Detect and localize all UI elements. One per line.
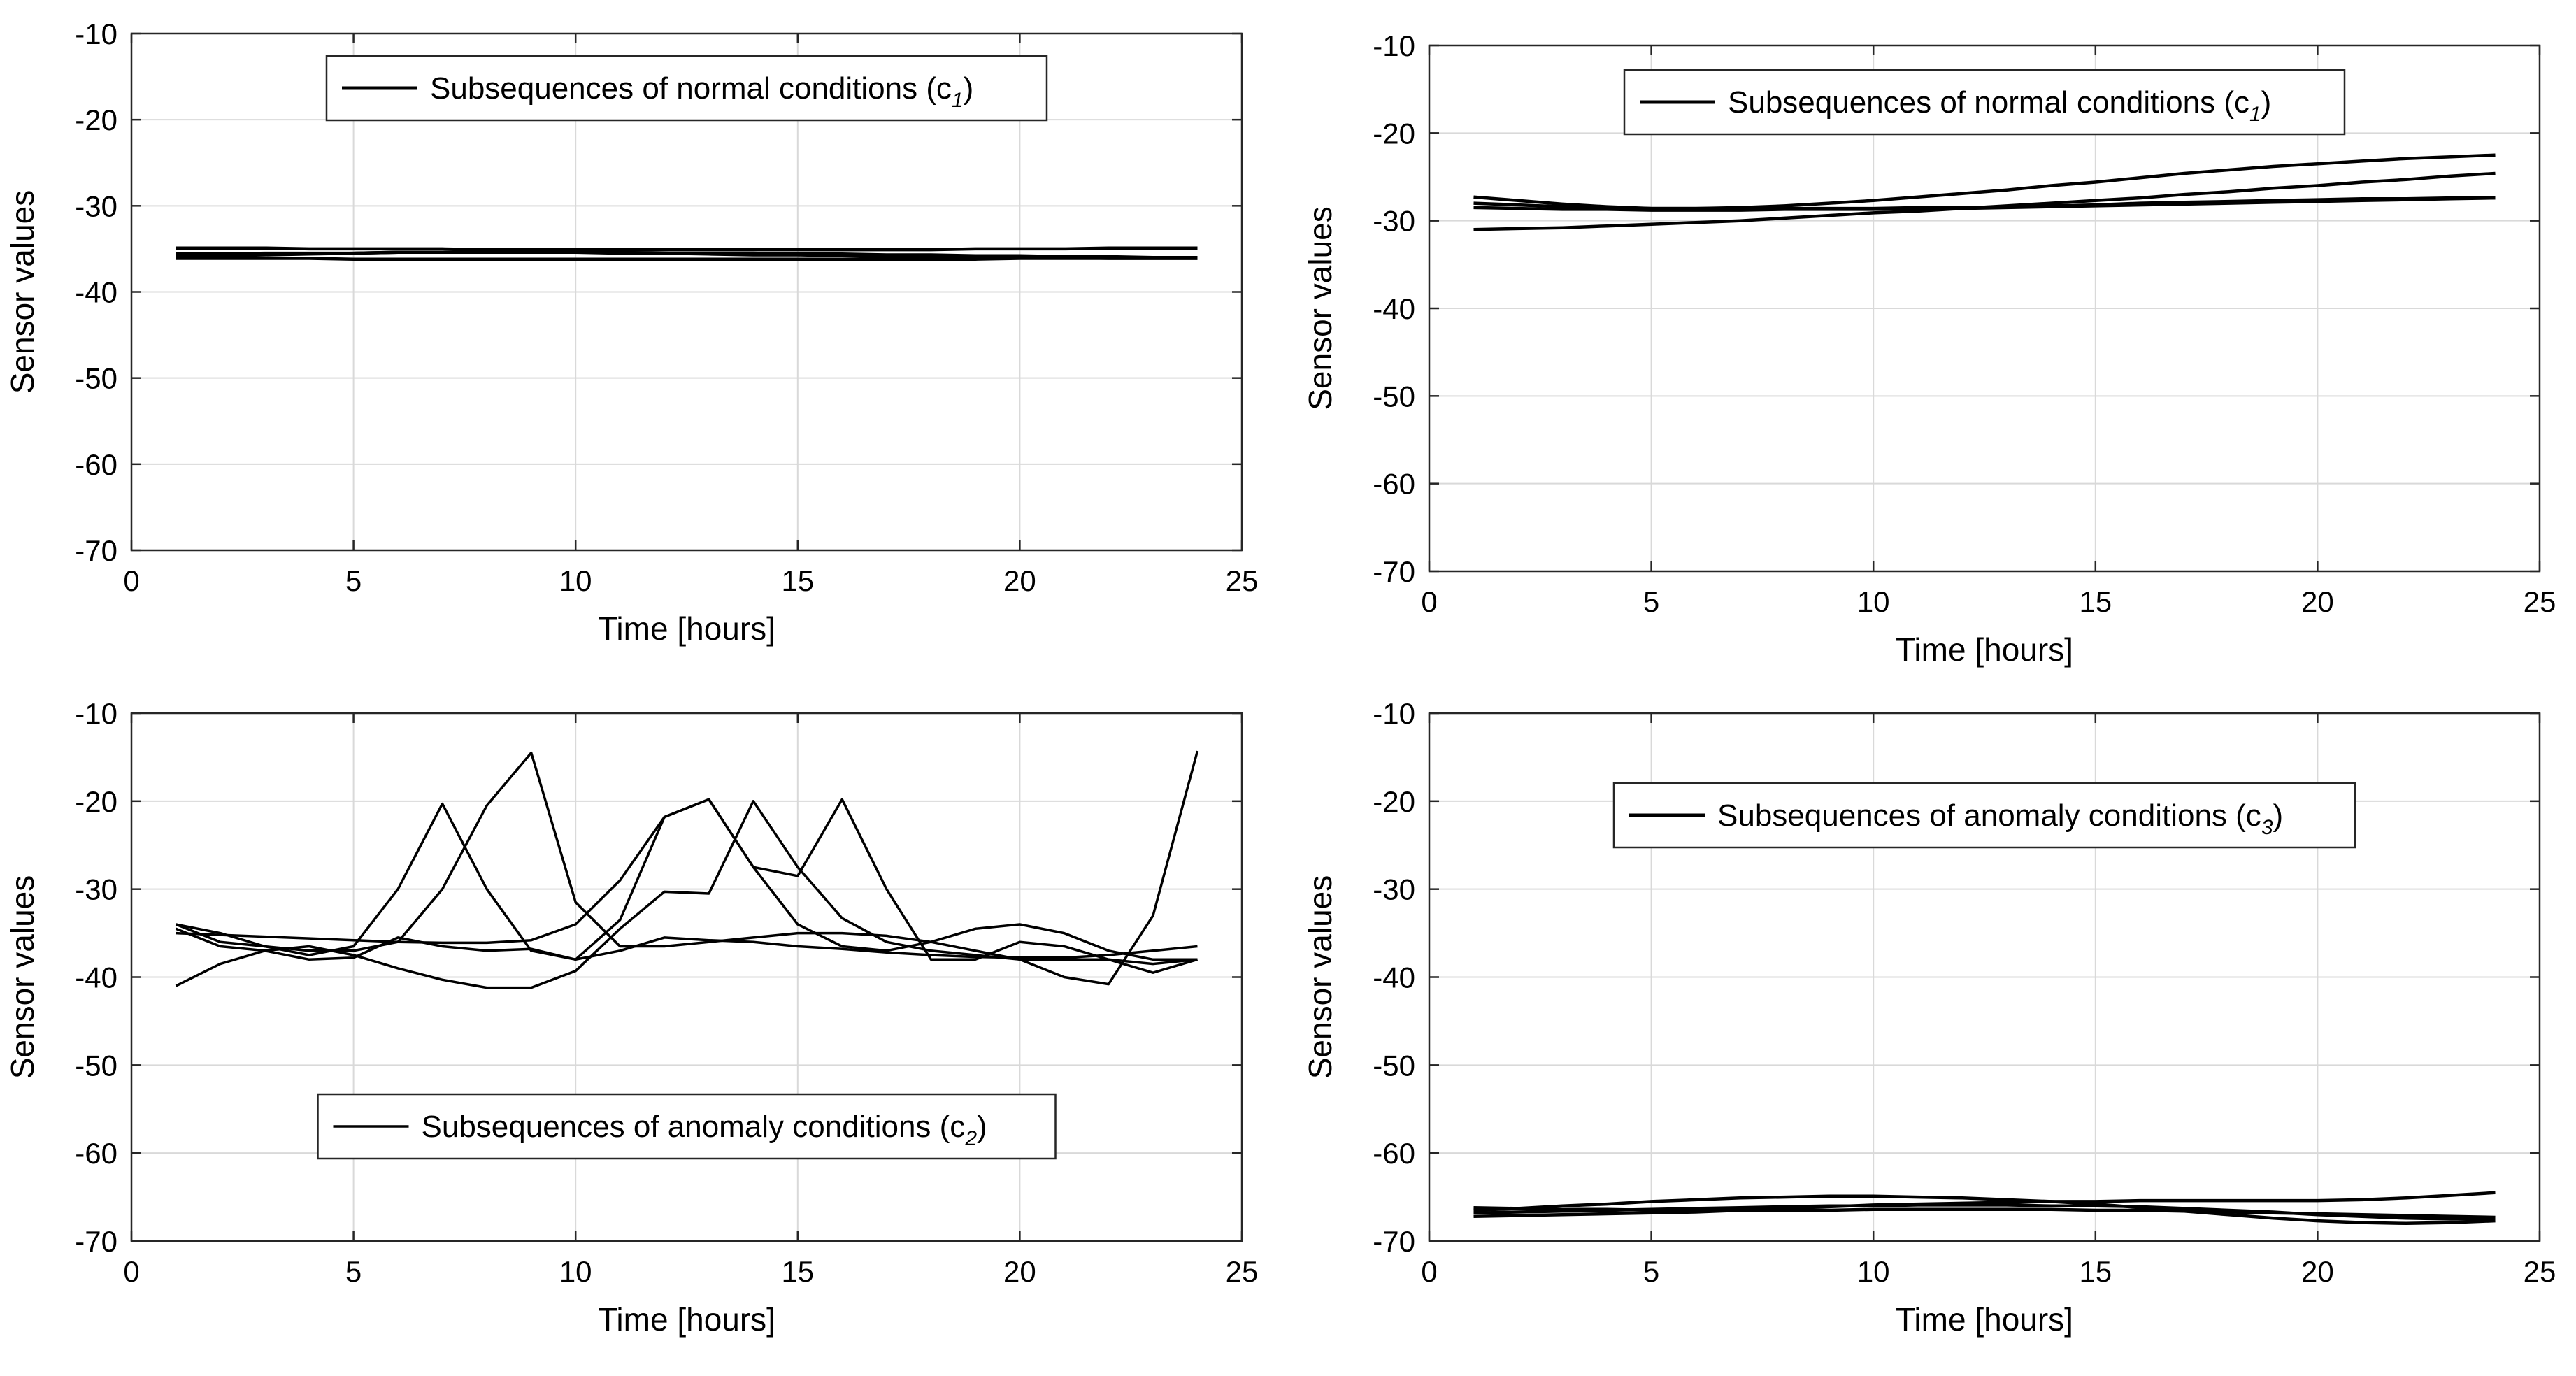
legend-label-close: ): [2273, 798, 2284, 833]
legend-label: Subsequences of anomaly conditions (c3): [1717, 798, 2283, 839]
x-axis-title: Time [hours]: [1896, 1301, 2073, 1338]
legend-label-subscript: 1: [952, 89, 964, 112]
chart-panel-bottom-left: 0 5 10 15 20 25 -70 -60 -50 -40 -30 -20 -10 Time [hou…: [4, 697, 1258, 1338]
y-tick-label: -40: [75, 276, 117, 309]
y-tick-label: -20: [75, 785, 117, 818]
legend-label-text: Subsequences of anomaly conditions (c: [1717, 798, 2261, 833]
y-tick-label: -50: [75, 1049, 117, 1082]
x-tick-label: 20: [2301, 1255, 2334, 1288]
x-tick-label: 0: [123, 564, 139, 597]
y-tick-label: -30: [1373, 205, 1415, 238]
x-tick-label: 25: [1226, 564, 1259, 597]
x-tick-label: 25: [2524, 585, 2556, 618]
chart-panel-top-left: 0 5 10 15 20 25 -70 -60 -50 -40 -30 -20 -10 Time [hou…: [4, 17, 1258, 647]
y-tick-label: -70: [1373, 555, 1415, 588]
x-tick-label: 5: [345, 564, 362, 597]
legend-label-subscript: 3: [2261, 816, 2273, 839]
series-line-s4: [176, 250, 1198, 260]
y-tick-label: -10: [75, 17, 117, 50]
series-line-s1: [176, 802, 1198, 961]
y-tick-label: -70: [75, 534, 117, 567]
y-tick-label: -30: [75, 873, 117, 906]
series-line-s3: [1473, 1191, 2496, 1219]
series-line-s1: [176, 246, 1198, 252]
x-tick-label: 15: [2079, 585, 2112, 618]
x-axis-title: Time [hours]: [598, 1301, 775, 1338]
legend-label-text: Subsequences of normal conditions (c: [430, 71, 952, 106]
y-tick-label: -70: [1373, 1225, 1415, 1258]
y-tick-label: -40: [1373, 961, 1415, 994]
x-tick-label: 10: [1857, 1255, 1890, 1288]
x-tick-label: 25: [2524, 1255, 2556, 1288]
y-tick-label: -50: [75, 362, 117, 395]
series-line-s2: [175, 750, 1199, 986]
series-line-s5: [176, 798, 1198, 961]
y-axis-title: Sensor values: [1302, 875, 1338, 1080]
x-tick-label: 0: [123, 1255, 139, 1288]
legend: Subsequences of normal conditions (c1): [1623, 69, 2346, 136]
y-axis-title: Sensor values: [1302, 206, 1338, 410]
chart-panel-bottom-right: 0 5 10 15 20 25 -70 -60 -50 -40 -30 -20 -10 Time [hou…: [1302, 697, 2556, 1338]
legend-label: Subsequences of anomaly conditions (c2): [422, 1110, 987, 1150]
y-tick-label: -50: [1373, 1049, 1415, 1082]
x-axis-title: Time [hours]: [1896, 631, 2073, 668]
series-line-s4: [1473, 1203, 2496, 1221]
x-tick-label: 25: [1226, 1255, 1259, 1288]
y-tick-label: -50: [1373, 380, 1415, 413]
y-tick-label: -70: [75, 1225, 117, 1258]
y-tick-label: -20: [75, 103, 117, 136]
legend-box: [317, 1093, 1057, 1160]
x-tick-label: 15: [781, 1255, 814, 1288]
x-tick-label: 10: [559, 564, 592, 597]
legend-label-close: ): [977, 1110, 987, 1144]
chart-panel-top-right: 0 5 10 15 20 25 -70 -60 -50 -40 -30 -20 -10 Time [hou…: [1302, 29, 2556, 668]
x-tick-label: 5: [1643, 1255, 1659, 1288]
legend-label-text: Subsequences of anomaly conditions (c: [422, 1110, 966, 1144]
y-axis-title: Sensor values: [4, 190, 41, 394]
x-tick-label: 10: [1857, 585, 1890, 618]
legend-label-text: Subsequences of normal conditions (c: [1728, 85, 2249, 120]
y-tick-label: -40: [75, 961, 117, 994]
legend: Subsequences of anomaly conditions (c3): [1612, 782, 2356, 849]
y-tick-label: -10: [1373, 697, 1415, 730]
series-line-s4: [1473, 196, 2496, 212]
legend-label-close: ): [964, 71, 974, 106]
legend-label: Subsequences of normal conditions (c1): [430, 71, 973, 112]
y-tick-label: -20: [1373, 785, 1415, 818]
legend-label-close: ): [2261, 85, 2272, 120]
y-axis-title: Sensor values: [4, 875, 41, 1080]
legend-label-subscript: 1: [2249, 103, 2261, 126]
x-tick-label: 10: [559, 1255, 592, 1288]
x-tick-label: 0: [1421, 585, 1437, 618]
legend-box: [1623, 69, 2346, 136]
y-tick-label: -60: [1373, 468, 1415, 501]
y-tick-label: -60: [75, 1137, 117, 1170]
x-tick-label: 20: [1003, 564, 1036, 597]
x-tick-label: 5: [1643, 585, 1659, 618]
series-line-s1: [1473, 1194, 2496, 1226]
y-tick-label: -10: [75, 697, 117, 730]
y-tick-label: -20: [1373, 117, 1415, 150]
legend: Subsequences of anomaly conditions (c2): [317, 1093, 1057, 1160]
x-tick-label: 15: [781, 564, 814, 597]
x-tick-label: 15: [2079, 1255, 2112, 1288]
legend-label: Subsequences of normal conditions (c1): [1728, 85, 2271, 126]
y-tick-label: -40: [1373, 292, 1415, 325]
x-tick-label: 20: [2301, 585, 2334, 618]
y-tick-label: -60: [75, 448, 117, 481]
legend-label-subscript: 2: [964, 1127, 977, 1150]
y-tick-label: -30: [1373, 873, 1415, 906]
legend-box: [325, 55, 1048, 122]
x-axis-title: Time [hours]: [598, 610, 775, 647]
x-tick-label: 0: [1421, 1255, 1437, 1288]
x-tick-label: 20: [1003, 1255, 1036, 1288]
y-tick-label: -30: [75, 189, 117, 222]
x-tick-label: 5: [345, 1255, 362, 1288]
series-line-s3: [175, 800, 1198, 989]
y-tick-label: -10: [1373, 29, 1415, 62]
legend-box: [1612, 782, 2356, 849]
y-tick-label: -60: [1373, 1137, 1415, 1170]
legend: Subsequences of normal conditions (c1): [325, 55, 1048, 122]
